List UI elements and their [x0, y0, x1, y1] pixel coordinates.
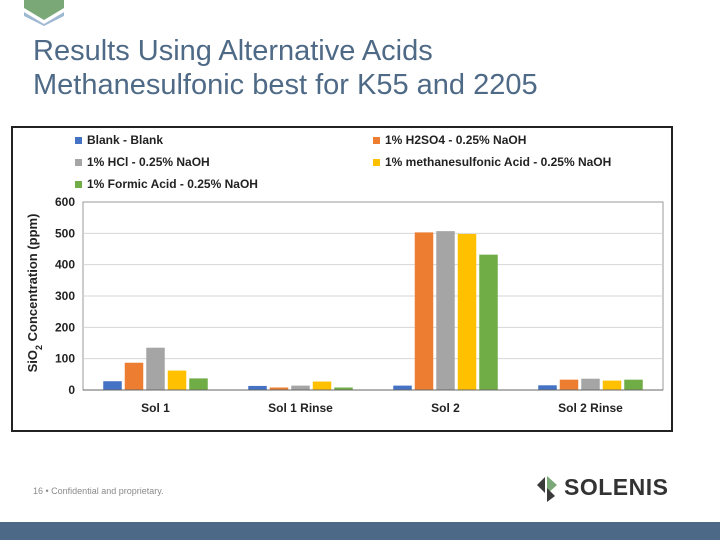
legend-swatch: [75, 137, 82, 144]
y-tick-label: 300: [55, 289, 75, 303]
bar: [167, 370, 187, 390]
chart-frame: Blank - Blank 1% H2SO4 - 0.25% NaOH 1% HCl…: [11, 126, 673, 432]
bar: [124, 362, 144, 390]
footer-confidential-text: 16 • Confidential and proprietary.: [33, 486, 164, 496]
bar: [189, 378, 208, 390]
y-tick-label: 0: [68, 383, 75, 397]
bar: [414, 232, 434, 390]
bar: [103, 381, 122, 390]
bar: [602, 380, 622, 390]
legend-swatch: [75, 159, 82, 166]
bar: [581, 378, 600, 390]
y-tick-label: 500: [55, 226, 75, 240]
x-tick-label: Sol 1 Rinse: [268, 401, 333, 415]
chart-legend: Blank - Blank 1% H2SO4 - 0.25% NaOH 1% HCl…: [75, 133, 611, 191]
bar: [312, 381, 332, 390]
y-tick-label: 600: [55, 195, 75, 209]
bottom-color-bar: [0, 522, 720, 540]
bar: [248, 385, 267, 390]
legend-swatch: [373, 159, 380, 166]
slide-title-line-2: Methanesulfonic best for K55 and 2205: [33, 69, 538, 101]
solenis-logo: SOLENIS: [537, 474, 668, 502]
legend-label: 1% methanesulfonic Acid - 0.25% NaOH: [385, 155, 611, 169]
chart-axes: 0 100 200 300 400 500 600 Sol 1 Sol 1 Rinse Sol 2…: [55, 195, 663, 415]
chart-bars: [103, 231, 643, 390]
bar: [538, 385, 557, 390]
legend-swatch: [75, 181, 82, 188]
solenis-logo-wordmark: SOLENIS: [564, 474, 668, 500]
slide-title-line-1: Results Using Alternative Acids: [33, 35, 433, 67]
bar: [457, 233, 477, 390]
legend-label: Blank - Blank: [87, 133, 163, 147]
sio2-bar-chart: Blank - Blank 1% H2SO4 - 0.25% NaOH 1% HCl…: [25, 133, 664, 415]
bar: [269, 387, 289, 390]
slide-title: Results Using Alternative Acids Methanes…: [33, 34, 538, 102]
bar: [393, 385, 412, 390]
bar: [291, 385, 310, 390]
y-tick-label: 400: [55, 258, 75, 272]
legend-label: 1% Formic Acid - 0.25% NaOH: [87, 177, 258, 191]
y-tick-label: 100: [55, 352, 75, 366]
corner-chevron-logo: [24, 0, 64, 26]
bar: [334, 387, 353, 390]
y-axis-label: SiO2 Concentration (ppm): [25, 214, 44, 373]
bar: [624, 379, 643, 390]
x-tick-label: Sol 1: [141, 401, 170, 415]
bar: [479, 254, 498, 390]
bar: [559, 379, 579, 390]
x-tick-label: Sol 2 Rinse: [558, 401, 623, 415]
legend-label: 1% HCl - 0.25% NaOH: [87, 155, 210, 169]
legend-swatch: [373, 137, 380, 144]
legend-label: 1% H2SO4 - 0.25% NaOH: [385, 133, 526, 147]
chart-gridlines: [82, 201, 664, 391]
bar: [146, 347, 165, 390]
bar: [436, 231, 455, 390]
x-tick-label: Sol 2: [431, 401, 460, 415]
y-tick-label: 200: [55, 320, 75, 334]
